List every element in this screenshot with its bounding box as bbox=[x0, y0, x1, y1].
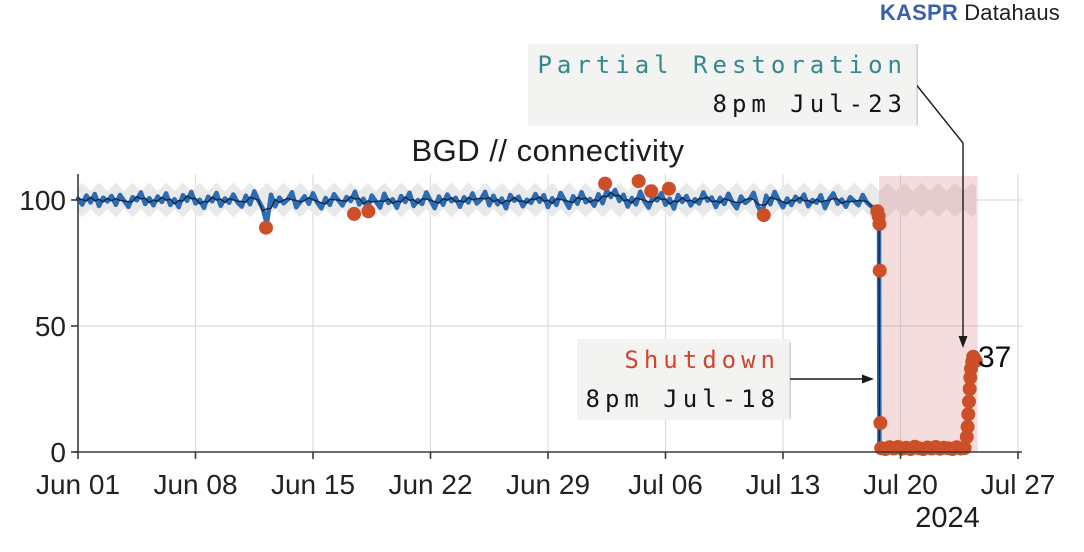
brand-logo: KASPR Datahaus bbox=[880, 0, 1060, 26]
restoration-time: 8pm Jul-23 bbox=[712, 90, 907, 118]
svg-text:Jul 06: Jul 06 bbox=[628, 469, 703, 500]
svg-text:Jun 15: Jun 15 bbox=[271, 469, 355, 500]
svg-text:Jun 01: Jun 01 bbox=[36, 469, 120, 500]
brand-datahaus: Datahaus bbox=[964, 0, 1060, 25]
outage-region bbox=[879, 176, 978, 452]
brand-kaspr: KASPR bbox=[879, 0, 958, 25]
svg-text:Jun 22: Jun 22 bbox=[388, 469, 472, 500]
value-37-label: 37 bbox=[978, 341, 1012, 374]
restoration-label: Partial Restoration bbox=[537, 51, 907, 79]
connectivity-core-line bbox=[77, 191, 977, 450]
axes bbox=[71, 174, 1022, 459]
chart-title: BGD // connectivity bbox=[411, 133, 685, 168]
svg-text:Jul 27: Jul 27 bbox=[981, 469, 1056, 500]
svg-text:Jul 20: Jul 20 bbox=[863, 469, 938, 500]
shutdown-annotation: Shutdown 8pm Jul-18 bbox=[577, 339, 790, 420]
year-label: 2024 bbox=[915, 502, 980, 534]
svg-text:0: 0 bbox=[50, 437, 66, 468]
x-tick-labels: Jun 01 Jun 08 Jun 15 Jun 22 Jun 29 Jul 06 Jul … bbox=[36, 469, 1055, 500]
svg-text:50: 50 bbox=[35, 311, 66, 342]
restoration-annotation: Partial Restoration 8pm Jul-23 bbox=[528, 44, 917, 126]
shutdown-label: Shutdown bbox=[624, 346, 780, 374]
svg-text:Jul 13: Jul 13 bbox=[746, 469, 821, 500]
connectivity-line bbox=[75, 187, 979, 452]
y-tick-labels: 0 50 100 bbox=[19, 185, 66, 468]
svg-text:100: 100 bbox=[19, 185, 66, 216]
svg-text:Jun 29: Jun 29 bbox=[506, 469, 590, 500]
outlier-dots bbox=[259, 174, 983, 456]
shutdown-time: 8pm Jul-18 bbox=[585, 385, 780, 413]
svg-text:Jun 08: Jun 08 bbox=[153, 469, 237, 500]
